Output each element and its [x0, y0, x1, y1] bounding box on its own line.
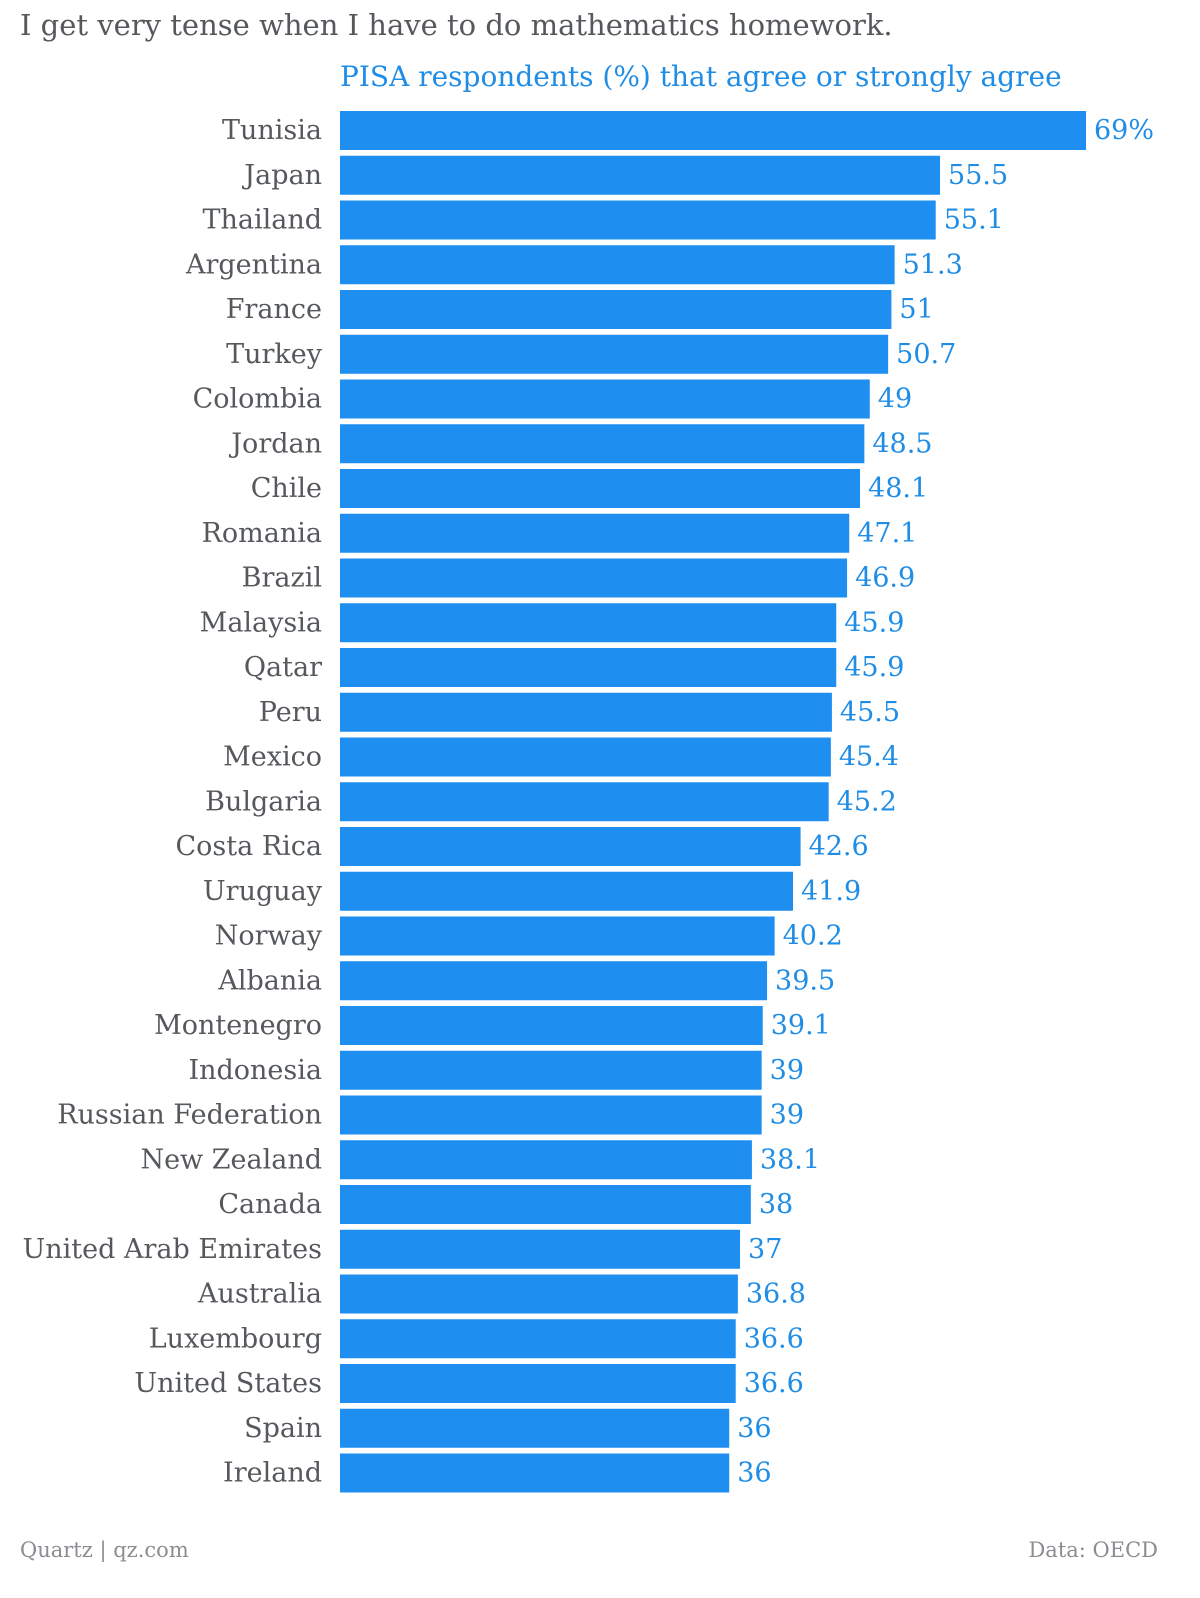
bar-united-arab-emirates: [340, 1229, 741, 1269]
value-label: 51.3: [903, 249, 963, 280]
bar-japan: [340, 155, 941, 195]
bar-argentina: [340, 245, 895, 285]
bar-tunisia: [340, 111, 1086, 150]
bar-thailand: [340, 200, 936, 240]
value-label: 45.9: [844, 607, 904, 638]
value-label: 36: [737, 1458, 771, 1489]
category-label: Bulgaria: [205, 786, 322, 817]
value-label: 41.9: [801, 876, 861, 907]
category-label: Uruguay: [203, 876, 323, 907]
bar-spain: [340, 1408, 730, 1448]
value-label: 38.1: [760, 1144, 820, 1175]
value-label: 45.5: [840, 697, 900, 728]
value-label: 40.2: [783, 921, 843, 952]
value-label: 39: [770, 1100, 804, 1131]
category-label: Costa Rica: [176, 831, 322, 862]
category-label: Indonesia: [188, 1055, 322, 1086]
footer-source: Data: OECD: [1028, 1538, 1158, 1562]
bar-australia: [340, 1274, 738, 1314]
value-label: 48.5: [872, 428, 932, 459]
category-label: Qatar: [244, 652, 322, 683]
value-label: 55.5: [948, 160, 1008, 191]
category-label: Turkey: [226, 339, 323, 370]
bar-montenegro: [340, 1006, 763, 1045]
bar-peru: [340, 692, 832, 732]
category-label: Thailand: [202, 205, 322, 236]
category-label: United States: [134, 1368, 322, 1399]
category-label: Ireland: [223, 1458, 322, 1489]
chart-subtitle: PISA respondents (%) that agree or stron…: [340, 60, 1062, 93]
value-label: 39.1: [771, 1010, 831, 1041]
bar-canada: [340, 1185, 751, 1224]
value-label: 36.8: [746, 1279, 806, 1310]
bar-united-states: [340, 1364, 736, 1403]
category-label: Norway: [215, 921, 323, 952]
category-label: Spain: [244, 1413, 322, 1444]
value-label: 45.9: [844, 652, 904, 683]
value-label: 47.1: [857, 518, 917, 549]
bar-jordan: [340, 424, 865, 464]
category-label: Romania: [202, 518, 322, 549]
category-label: Russian Federation: [57, 1100, 322, 1131]
bar-qatar: [340, 648, 837, 687]
bar-mexico: [340, 737, 831, 777]
category-label: Brazil: [242, 563, 322, 594]
category-label: United Arab Emirates: [23, 1234, 322, 1265]
category-label: Peru: [259, 697, 322, 728]
value-label: 69%: [1094, 115, 1154, 146]
bar-brazil: [340, 558, 848, 598]
category-label: Malaysia: [200, 607, 322, 638]
category-label: Argentina: [185, 249, 322, 280]
bar-france: [340, 290, 892, 329]
bar-colombia: [340, 379, 870, 419]
category-label: Tunisia: [222, 115, 322, 146]
value-label: 45.2: [837, 786, 897, 817]
bar-indonesia: [340, 1050, 762, 1090]
bar-albania: [340, 961, 768, 1001]
bar-luxembourg: [340, 1319, 736, 1359]
category-label: Mexico: [223, 742, 322, 773]
category-label: Albania: [217, 965, 322, 996]
category-label: Colombia: [193, 384, 322, 415]
category-label: Montenegro: [154, 1010, 322, 1041]
value-label: 45.4: [839, 742, 899, 773]
value-label: 55.1: [944, 205, 1004, 236]
bar-costa-rica: [340, 827, 801, 866]
bar-chile: [340, 469, 861, 508]
bar-norway: [340, 916, 775, 956]
value-label: 48.1: [868, 473, 928, 504]
value-label: 42.6: [809, 831, 869, 862]
bar-romania: [340, 513, 850, 553]
value-label: 50.7: [896, 339, 956, 370]
bar-bulgaria: [340, 782, 829, 822]
value-label: 46.9: [855, 563, 915, 594]
bar-uruguay: [340, 871, 794, 911]
value-label: 36.6: [744, 1323, 804, 1354]
value-label: 51: [899, 294, 933, 325]
category-label: France: [226, 294, 322, 325]
category-label: Jordan: [228, 428, 322, 459]
chart-title: I get very tense when I have to do mathe…: [20, 8, 893, 42]
bar-russian-federation: [340, 1095, 762, 1135]
value-label: 49: [878, 384, 912, 415]
category-label: Canada: [218, 1189, 322, 1220]
footer-credit: Quartz | qz.com: [20, 1538, 189, 1562]
bar-ireland: [340, 1453, 730, 1493]
bar-turkey: [340, 334, 889, 374]
category-label: New Zealand: [140, 1144, 322, 1175]
category-label: Japan: [241, 160, 322, 191]
category-label: Luxembourg: [149, 1323, 322, 1354]
category-label: Chile: [251, 473, 322, 504]
category-label: Australia: [197, 1279, 322, 1310]
value-label: 39.5: [775, 965, 835, 996]
value-label: 39: [770, 1055, 804, 1086]
value-label: 36.6: [744, 1368, 804, 1399]
bar-malaysia: [340, 603, 837, 643]
value-label: 37: [748, 1234, 782, 1265]
value-label: 36: [737, 1413, 771, 1444]
value-label: 38: [759, 1189, 793, 1220]
bar-new-zealand: [340, 1140, 752, 1180]
